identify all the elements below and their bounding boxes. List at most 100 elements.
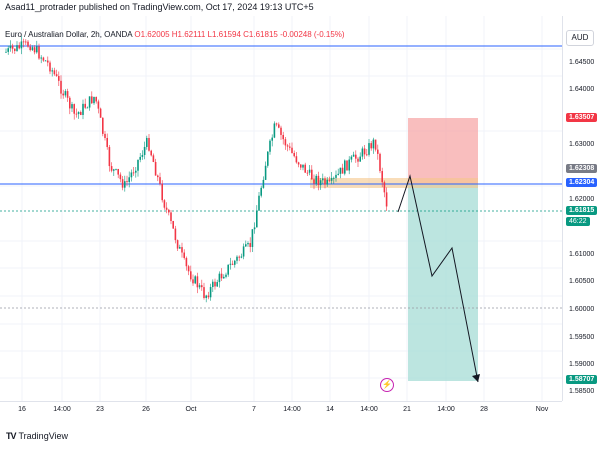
candle-body — [33, 47, 36, 53]
price-label: 1.58500 — [569, 388, 595, 395]
candle-body — [271, 137, 273, 141]
candle-body — [14, 48, 16, 51]
candle-body — [190, 271, 192, 280]
candle-body — [20, 41, 23, 49]
candle-body — [40, 57, 42, 59]
time-label: 21 — [403, 406, 411, 413]
price-chart[interactable] — [0, 16, 562, 401]
candle-body — [9, 45, 12, 49]
candle-body — [185, 257, 188, 267]
candle-body — [302, 164, 304, 168]
candle-body — [179, 247, 181, 249]
candle-body — [150, 150, 152, 156]
entry-price-tag: 1.62304 — [566, 178, 598, 187]
candle-body — [366, 154, 368, 156]
price-label: 1.60500 — [569, 278, 595, 285]
footer: TV TradingView — [0, 425, 600, 452]
candle-body — [192, 279, 194, 284]
candle-body — [170, 212, 172, 222]
candle-body — [172, 221, 174, 229]
candle-body — [341, 167, 344, 174]
candle-body — [97, 101, 100, 109]
chart-area[interactable]: Euro / Australian Dollar, 2h, OANDA O1.6… — [0, 16, 562, 401]
candle-body — [201, 285, 203, 288]
candle-body — [253, 227, 256, 230]
candle-body — [51, 70, 53, 72]
candle-body — [207, 295, 210, 298]
projection-path — [397, 174, 479, 383]
candle-body — [36, 46, 38, 53]
candle-body — [80, 112, 82, 115]
candle-body — [361, 148, 364, 157]
candle-body — [370, 143, 372, 149]
candle-body — [300, 164, 302, 168]
currency-button[interactable]: AUD — [566, 30, 594, 46]
candle-body — [236, 256, 238, 261]
candle-body — [209, 287, 212, 298]
candle-body — [317, 175, 320, 186]
candle-body — [161, 183, 163, 201]
candle-body — [143, 146, 146, 155]
candle-body — [73, 104, 75, 114]
candle-body — [42, 57, 45, 61]
candle-body — [289, 146, 291, 148]
candle-body — [262, 179, 265, 188]
candle-body — [95, 96, 97, 102]
candle-body — [203, 287, 205, 298]
candle-body — [102, 117, 104, 134]
candle-body — [135, 170, 137, 173]
candle-body — [234, 260, 236, 265]
candle-body — [75, 113, 78, 115]
candle-body — [16, 45, 18, 51]
candle-body — [132, 172, 135, 174]
time-label: 14 — [326, 406, 334, 413]
candle-body — [117, 168, 119, 175]
candle-body — [58, 76, 60, 81]
time-axis[interactable]: 16 14:00 23 26 Oct 7 14:00 14 14:00 21 1… — [0, 401, 562, 420]
candle-body — [251, 229, 254, 247]
legend-close: C1.61815 — [243, 30, 278, 39]
candle-body — [377, 149, 379, 154]
candle-body — [181, 247, 183, 253]
candle-body — [196, 276, 199, 288]
candle-body — [238, 256, 240, 258]
candle-body — [44, 60, 47, 62]
candle-body — [77, 112, 80, 115]
candle-body — [18, 45, 20, 49]
candle-body — [293, 153, 295, 157]
tradingview-logo[interactable]: TV TradingView — [6, 431, 68, 441]
top-bar: Asad11_protrader published on TradingVie… — [0, 0, 600, 16]
candle-body — [93, 96, 95, 104]
candle-body — [247, 243, 249, 245]
candle-body — [216, 282, 218, 287]
projection-arrowhead — [472, 374, 480, 382]
candle-body — [229, 263, 232, 265]
candle-body — [194, 276, 196, 284]
candle-body — [315, 175, 317, 184]
time-label: Oct — [185, 406, 197, 413]
candle-body — [344, 160, 346, 174]
price-label: 1.64000 — [569, 86, 595, 93]
time-label: 23 — [96, 406, 104, 413]
candle-body — [168, 209, 170, 213]
candle-body — [47, 60, 49, 63]
candle-body — [64, 91, 67, 96]
candle-body — [146, 137, 148, 147]
candle-body — [84, 103, 86, 108]
candle-body — [5, 51, 7, 53]
candle-body — [7, 48, 9, 52]
candle-body — [91, 96, 93, 104]
target-price-tag: 1.58707 — [566, 375, 598, 384]
candle-body — [350, 156, 353, 160]
price-label: 1.59500 — [569, 334, 595, 341]
candle-body — [119, 174, 122, 180]
candle-body — [330, 177, 333, 181]
candle-body — [269, 140, 271, 152]
candle-body — [99, 108, 102, 118]
time-label: 14:00 — [437, 406, 455, 413]
candle-body — [280, 127, 282, 135]
time-label: 26 — [142, 406, 150, 413]
flash-icon[interactable]: ⚡ — [380, 378, 394, 392]
candle-body — [66, 91, 69, 98]
candle-body — [110, 166, 113, 171]
